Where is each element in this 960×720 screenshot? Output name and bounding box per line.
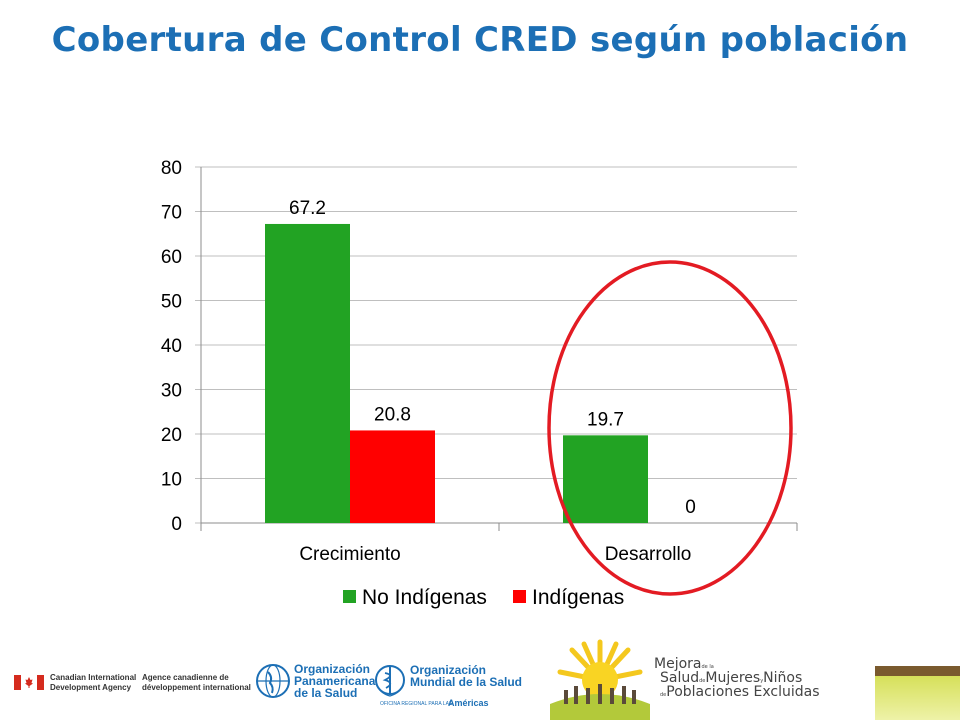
data-label: 20.8 bbox=[374, 404, 411, 425]
y-tick-label: 60 bbox=[161, 247, 182, 268]
mejora-line-1: Mejorade la bbox=[654, 656, 714, 672]
chart-y-ticks: 0 10 20 30 40 50 60 70 80 bbox=[161, 158, 182, 535]
y-tick-label: 10 bbox=[161, 470, 182, 491]
oms-subtitle: OFICINA REGIONAL PARA LAS bbox=[380, 701, 453, 707]
data-label: 0 bbox=[685, 497, 696, 518]
mejora-line-2: SaluddeMujeresyNiños bbox=[660, 670, 803, 686]
data-label: 19.7 bbox=[587, 409, 624, 430]
bar-chart: 67.2 20.8 19.7 0 0 10 20 30 40 50 60 70 80 Crecimie… bbox=[161, 158, 798, 609]
category-label: Crecimiento bbox=[299, 544, 400, 565]
who-emblem-icon bbox=[375, 665, 405, 697]
cida-french: Agence canadienne de développement intern… bbox=[142, 673, 251, 692]
ops-name: Organización Panamericana de la Salud bbox=[294, 662, 376, 700]
data-label: 67.2 bbox=[289, 198, 326, 219]
category-label: Desarrollo bbox=[605, 544, 692, 565]
cida-english: Canadian International Development Agency bbox=[50, 673, 137, 692]
y-tick-label: 80 bbox=[161, 158, 182, 179]
legend-swatch bbox=[343, 590, 356, 603]
sun-logo-icon bbox=[550, 639, 650, 720]
chart-legend: No Indígenas Indígenas bbox=[343, 586, 624, 609]
bar-no-indigenas bbox=[563, 435, 648, 523]
footer-logos: Canadian International Development Agency… bbox=[0, 630, 960, 720]
y-tick-label: 30 bbox=[161, 381, 182, 402]
y-tick-label: 40 bbox=[161, 336, 182, 357]
corner-decoration bbox=[875, 666, 960, 720]
legend-label: No Indígenas bbox=[362, 586, 487, 609]
y-tick-label: 0 bbox=[171, 514, 182, 535]
page-title: Cobertura de Control CRED según població… bbox=[51, 20, 909, 60]
mejora-line-3: dePoblaciones Excluidas bbox=[660, 684, 820, 700]
legend-label: Indígenas bbox=[532, 586, 624, 609]
bar-no-indigenas bbox=[265, 223, 350, 523]
canada-flag-icon bbox=[14, 675, 44, 690]
highlight-circle bbox=[547, 260, 793, 596]
ops-globe-icon bbox=[256, 664, 290, 698]
y-tick-label: 70 bbox=[161, 203, 182, 224]
bar-indigenas bbox=[350, 430, 435, 523]
chart-bars bbox=[265, 223, 648, 523]
y-tick-label: 50 bbox=[161, 292, 182, 313]
legend-swatch bbox=[513, 590, 526, 603]
chart-data-labels: 67.2 20.8 19.7 0 bbox=[289, 198, 696, 518]
y-tick-label: 20 bbox=[161, 425, 182, 446]
oms-region: Américas bbox=[448, 698, 489, 708]
oms-name: Organización Mundial de la Salud bbox=[410, 663, 523, 689]
chart-categories: Crecimiento Desarrollo bbox=[299, 544, 691, 565]
